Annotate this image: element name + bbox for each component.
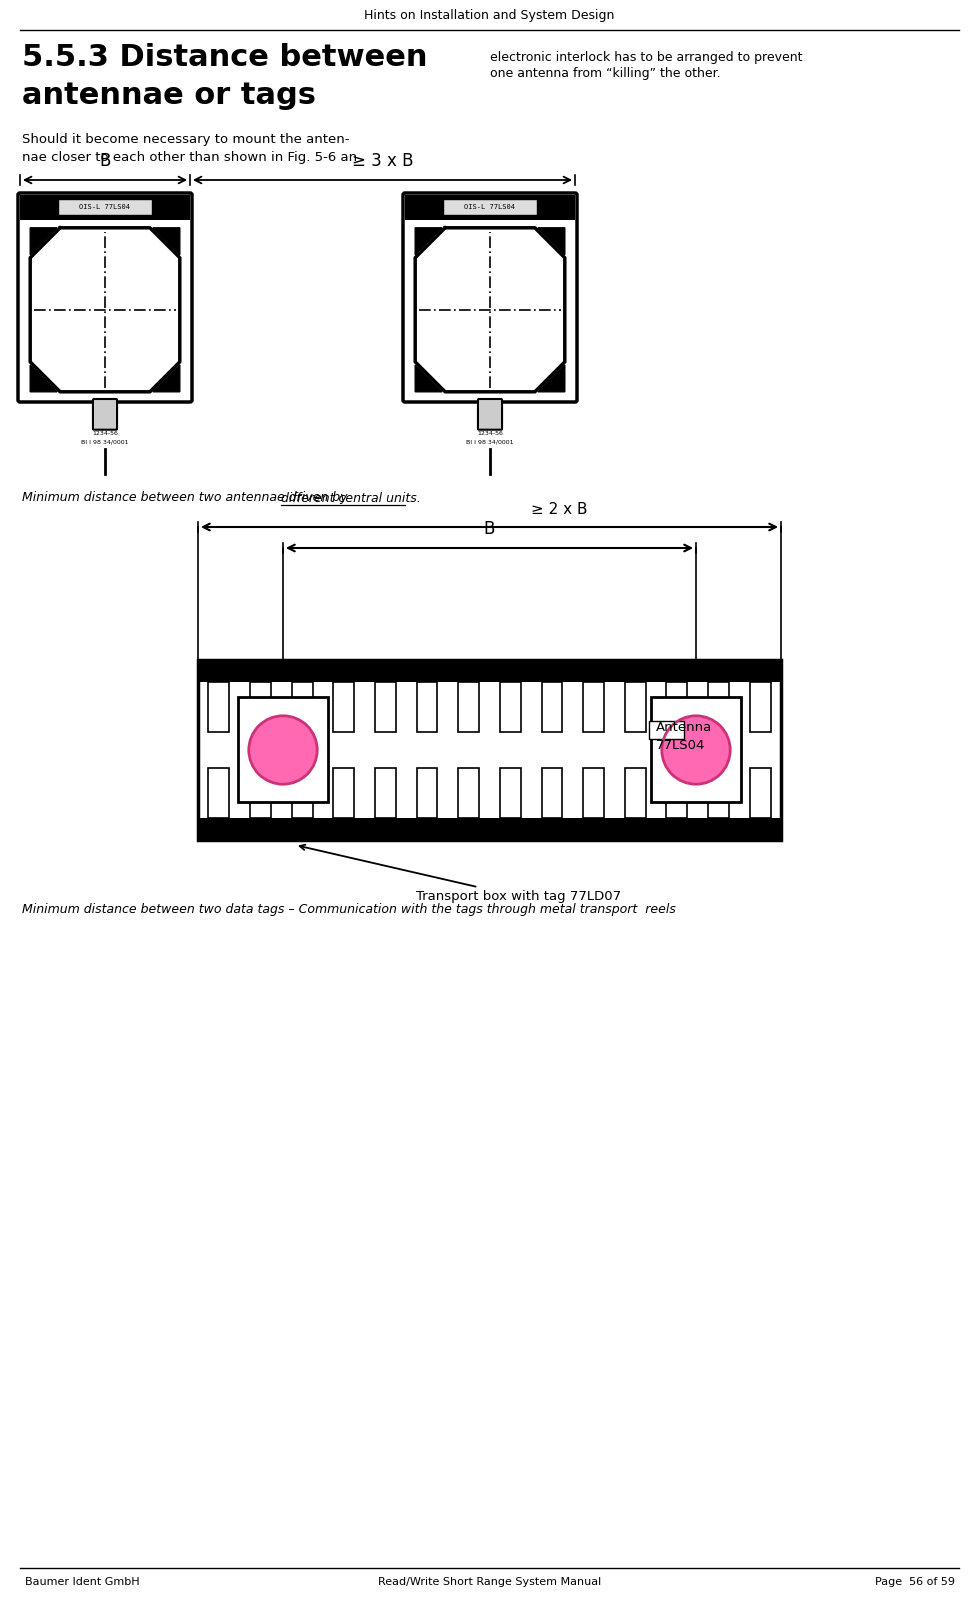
Circle shape [661, 716, 730, 785]
Text: 1234-56: 1234-56 [476, 431, 503, 436]
Text: different central units.: different central units. [281, 492, 421, 505]
Text: nae closer to each other than shown in Fig. 5-6 an: nae closer to each other than shown in F… [22, 152, 357, 165]
Bar [541, 769, 561, 818]
Polygon shape [415, 229, 442, 254]
Text: 5.5.3 Distance between: 5.5.3 Distance between [22, 43, 427, 72]
Bar [583, 682, 603, 732]
Bar [583, 769, 603, 818]
Bar [198, 660, 780, 841]
Text: Hints on Installation and System Design: Hints on Installation and System Design [364, 8, 614, 21]
Bar [666, 769, 687, 818]
Polygon shape [153, 364, 180, 392]
Text: BI I 98 34/0001: BI I 98 34/0001 [466, 439, 513, 444]
Polygon shape [537, 229, 564, 254]
Bar [541, 682, 561, 732]
Bar [749, 682, 770, 732]
Text: B: B [483, 519, 495, 539]
Bar [58, 200, 152, 216]
Bar [291, 682, 312, 732]
Text: 77LS04: 77LS04 [655, 740, 705, 753]
FancyBboxPatch shape [93, 400, 117, 430]
Text: Minimum distance between two antennae driven by: Minimum distance between two antennae dr… [22, 492, 351, 505]
Bar [707, 769, 729, 818]
Bar [375, 682, 395, 732]
Text: ≥ 3 x B: ≥ 3 x B [351, 152, 413, 169]
Bar [333, 769, 354, 818]
Bar [624, 769, 645, 818]
Bar [291, 769, 312, 818]
Bar [624, 682, 645, 732]
Bar [707, 682, 729, 732]
Bar [458, 769, 478, 818]
Bar [208, 682, 229, 732]
Bar [443, 200, 536, 216]
Bar [666, 682, 687, 732]
Bar [749, 769, 770, 818]
Text: electronic interlock has to be arranged to prevent: electronic interlock has to be arranged … [490, 51, 802, 64]
Bar [458, 682, 478, 732]
Text: BI I 98 34/0001: BI I 98 34/0001 [81, 439, 129, 444]
Polygon shape [537, 364, 564, 392]
Bar [417, 682, 437, 732]
Text: B: B [99, 152, 111, 169]
Bar [500, 769, 520, 818]
Text: ≥ 2 x B: ≥ 2 x B [531, 502, 587, 518]
Polygon shape [30, 229, 57, 254]
Text: antennae or tags: antennae or tags [22, 80, 316, 110]
Bar [405, 195, 574, 219]
Text: OIS-L 77LS04: OIS-L 77LS04 [79, 205, 130, 211]
Polygon shape [415, 364, 442, 392]
FancyBboxPatch shape [18, 193, 192, 403]
Polygon shape [30, 364, 57, 392]
Text: Read/Write Short Range System Manual: Read/Write Short Range System Manual [378, 1577, 600, 1587]
Bar [375, 769, 395, 818]
Text: Baumer Ident GmbH: Baumer Ident GmbH [25, 1577, 140, 1587]
Bar [20, 195, 190, 219]
FancyBboxPatch shape [477, 400, 502, 430]
Text: OIS-L 77LS04: OIS-L 77LS04 [464, 205, 515, 211]
Bar [500, 682, 520, 732]
Bar [238, 697, 328, 802]
Polygon shape [153, 229, 180, 254]
Text: Transport box with tag 77LD07: Transport box with tag 77LD07 [299, 845, 621, 903]
Bar [198, 818, 780, 841]
Text: Page  56 of 59: Page 56 of 59 [874, 1577, 954, 1587]
Bar [249, 769, 271, 818]
Bar [249, 682, 271, 732]
Circle shape [248, 716, 317, 785]
Bar [198, 660, 780, 682]
Bar [417, 769, 437, 818]
Bar [648, 722, 684, 740]
Text: 1234-56: 1234-56 [92, 431, 117, 436]
Text: Antenna: Antenna [655, 722, 712, 735]
Bar [208, 769, 229, 818]
Text: one antenna from “killing” the other.: one antenna from “killing” the other. [490, 67, 720, 80]
Text: Minimum distance between two data tags – Communication with the tags through met: Minimum distance between two data tags –… [22, 903, 675, 917]
Bar [650, 697, 740, 802]
FancyBboxPatch shape [403, 193, 576, 403]
Text: Should it become necessary to mount the anten-: Should it become necessary to mount the … [22, 134, 349, 147]
Bar [333, 682, 354, 732]
